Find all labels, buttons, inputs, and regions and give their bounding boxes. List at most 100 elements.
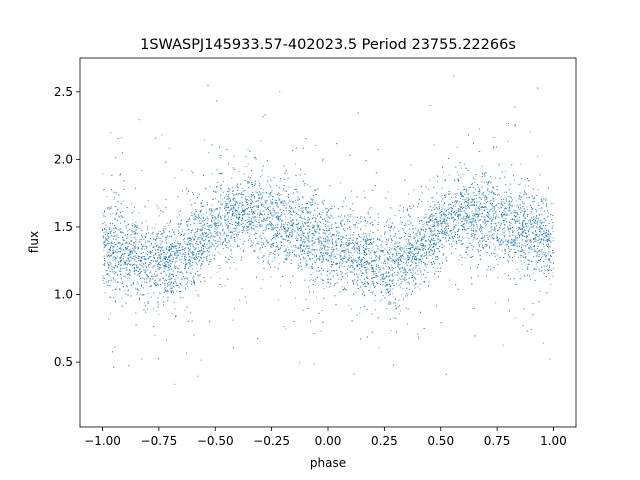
data-point <box>324 199 325 201</box>
data-point <box>293 250 295 252</box>
data-point <box>428 209 430 211</box>
data-point <box>484 173 485 175</box>
data-point <box>161 263 163 265</box>
data-point <box>219 187 221 189</box>
data-point <box>166 339 167 341</box>
data-point <box>496 233 498 235</box>
data-point <box>371 270 373 272</box>
data-point <box>114 242 116 244</box>
data-point <box>148 266 150 268</box>
data-point <box>158 215 160 217</box>
data-point <box>112 247 114 249</box>
data-point <box>228 162 229 164</box>
data-point <box>462 220 464 222</box>
data-point <box>455 205 457 207</box>
data-point <box>163 271 165 272</box>
data-point <box>191 204 193 205</box>
data-point <box>325 207 327 209</box>
data-point <box>307 248 309 250</box>
data-point <box>379 267 381 268</box>
data-point <box>432 258 433 260</box>
data-point <box>162 296 164 298</box>
data-point <box>458 208 460 210</box>
data-point <box>163 230 165 232</box>
data-point <box>448 174 450 176</box>
data-point <box>388 224 390 226</box>
data-point <box>279 215 281 217</box>
data-point <box>102 237 104 239</box>
data-point <box>275 216 277 218</box>
data-point <box>141 281 143 283</box>
data-point <box>407 207 409 209</box>
data-point <box>172 274 174 276</box>
data-point <box>186 283 188 285</box>
data-point <box>437 208 439 210</box>
data-point <box>220 204 222 206</box>
data-point <box>395 308 397 310</box>
data-point <box>107 262 109 264</box>
data-point <box>155 223 157 225</box>
data-point <box>189 259 191 261</box>
data-point <box>298 209 300 211</box>
data-point <box>343 251 345 253</box>
data-point <box>509 196 511 198</box>
data-point <box>110 132 112 134</box>
data-point <box>276 242 277 244</box>
data-point <box>466 216 468 218</box>
data-point <box>184 250 185 252</box>
data-point <box>359 312 361 314</box>
data-point <box>548 229 550 231</box>
data-point <box>207 260 209 262</box>
data-point <box>349 216 351 217</box>
data-point <box>217 231 219 233</box>
data-point <box>237 232 239 234</box>
data-point <box>492 193 494 195</box>
data-point <box>339 255 341 257</box>
data-point <box>150 270 151 272</box>
data-point <box>503 191 505 193</box>
data-point <box>335 239 337 241</box>
data-point <box>185 287 186 289</box>
data-point <box>351 254 353 256</box>
data-point <box>246 227 247 229</box>
data-point <box>138 289 140 291</box>
data-point <box>218 211 220 213</box>
data-point <box>368 208 370 210</box>
data-point <box>215 234 217 236</box>
data-point <box>535 268 537 270</box>
data-point <box>474 221 476 223</box>
data-point <box>420 200 422 202</box>
data-point <box>513 255 515 257</box>
data-point <box>189 265 191 267</box>
data-point <box>354 251 355 253</box>
data-point <box>304 236 306 238</box>
data-point <box>158 284 159 286</box>
data-point <box>433 249 435 250</box>
data-point <box>455 248 457 250</box>
data-point <box>136 253 138 254</box>
data-point <box>422 229 424 231</box>
data-point <box>141 236 143 238</box>
data-point <box>189 261 191 263</box>
data-point <box>274 259 276 261</box>
data-point <box>390 227 392 229</box>
data-point <box>347 282 348 283</box>
data-point <box>117 248 119 250</box>
data-point <box>278 263 280 265</box>
data-point <box>135 312 137 314</box>
data-point <box>483 196 485 198</box>
data-point <box>198 223 200 224</box>
data-point <box>429 235 431 237</box>
data-point <box>417 230 419 232</box>
data-point <box>274 233 276 235</box>
data-point <box>454 213 456 215</box>
data-point <box>364 258 365 260</box>
data-point <box>390 330 392 332</box>
data-point <box>535 263 537 265</box>
data-point <box>170 287 172 289</box>
data-point <box>171 244 173 246</box>
data-point <box>102 235 104 237</box>
data-point <box>285 255 287 257</box>
data-point <box>226 224 228 225</box>
